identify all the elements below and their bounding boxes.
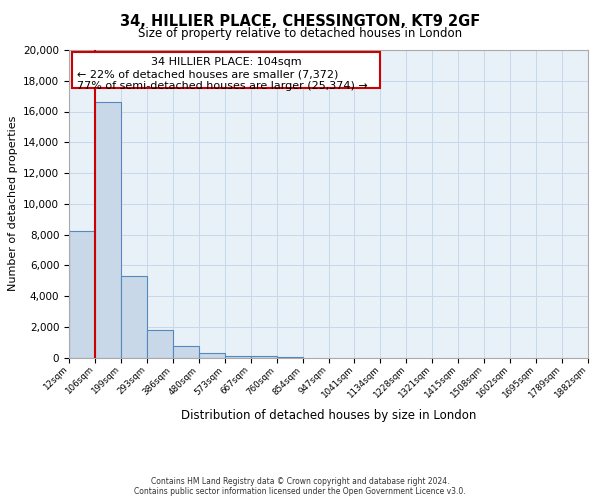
Text: 34, HILLIER PLACE, CHESSINGTON, KT9 2GF: 34, HILLIER PLACE, CHESSINGTON, KT9 2GF: [120, 14, 480, 29]
Text: Size of property relative to detached houses in London: Size of property relative to detached ho…: [138, 28, 462, 40]
X-axis label: Distribution of detached houses by size in London: Distribution of detached houses by size …: [181, 409, 476, 422]
Bar: [225, 356, 251, 358]
Bar: [277, 356, 302, 358]
Bar: [199, 353, 224, 358]
Y-axis label: Number of detached properties: Number of detached properties: [8, 116, 17, 292]
Bar: [251, 356, 277, 358]
Text: Contains HM Land Registry data © Crown copyright and database right 2024.
Contai: Contains HM Land Registry data © Crown c…: [134, 476, 466, 496]
Bar: [173, 346, 199, 358]
Bar: [121, 276, 147, 357]
Bar: [95, 102, 121, 358]
Bar: [69, 232, 95, 358]
Text: ← 22% of detached houses are smaller (7,372): ← 22% of detached houses are smaller (7,…: [77, 69, 338, 79]
Bar: [147, 330, 173, 357]
FancyBboxPatch shape: [71, 52, 380, 88]
Text: 77% of semi-detached houses are larger (25,374) →: 77% of semi-detached houses are larger (…: [77, 82, 368, 92]
Text: 34 HILLIER PLACE: 104sqm: 34 HILLIER PLACE: 104sqm: [151, 57, 301, 67]
